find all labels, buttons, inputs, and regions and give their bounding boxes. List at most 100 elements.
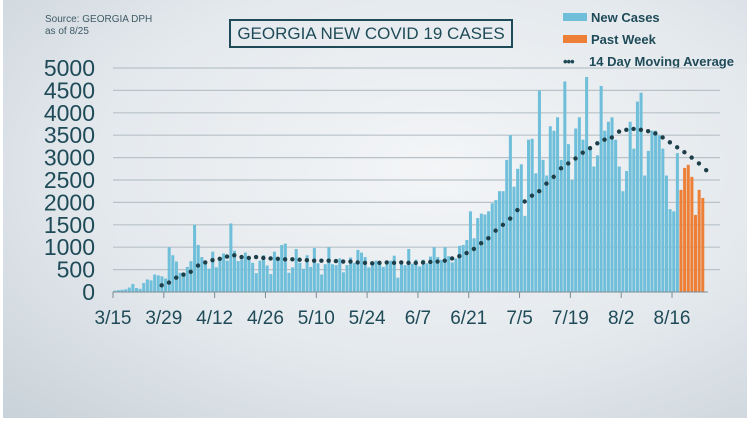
new-cases-bar [675,153,679,292]
y-tick-label: 3000 [44,145,95,171]
moving-average-point [268,256,273,261]
new-cases-bar [490,203,494,292]
new-cases-bar [432,247,436,292]
new-cases-bar [570,180,574,292]
legend-label: Past Week [591,31,656,47]
past-week-bar [679,189,683,292]
new-cases-bar [599,85,603,292]
new-cases-bar [545,175,549,292]
moving-average-point [355,260,360,265]
chart-title: GEORGIA NEW COVID 19 CASES [229,19,513,48]
new-cases-bar [385,262,389,292]
moving-average-point [261,255,266,261]
moving-average-point [428,259,433,265]
x-tick-label: 7/19 [552,308,589,329]
y-tick-label: 0 [82,279,95,305]
moving-average-point [689,155,694,160]
as-of-date: as of 8/25 [45,26,89,37]
moving-average-point [457,253,462,259]
moving-average-point [311,258,317,263]
moving-average-point [573,156,578,161]
new-cases-bar [465,240,469,292]
new-cases-bar [320,274,324,292]
moving-average-point [362,260,368,266]
moving-average-point [478,240,484,246]
new-cases-bar [497,191,502,292]
moving-average-point [297,257,302,262]
moving-average-point [181,272,186,277]
moving-average-point [660,135,665,140]
new-cases-bar [418,266,422,292]
new-cases-bar [196,244,200,292]
moving-average-point [203,260,208,265]
new-cases-bar [468,211,472,292]
moving-average-point [326,258,331,263]
new-cases-bar [472,238,476,292]
source-note: Source: GEORGIA DPH as of 8/25 [45,14,152,38]
new-cases-bar [287,272,291,292]
moving-average-point [500,222,506,227]
moving-average-point [537,189,542,194]
new-cases-bar [483,214,487,292]
new-cases-swatch [563,13,587,21]
x-tick-label: 4/26 [247,308,284,329]
new-cases-bar [182,274,186,292]
y-tick-label: 2000 [44,189,95,215]
moving-average-point [290,257,295,262]
new-cases-bar [312,248,316,292]
new-cases-bar [381,266,385,292]
new-cases-bar [265,265,269,292]
new-cases-bar [254,273,258,292]
moving-average-point [217,256,222,262]
new-cases-bar [541,159,545,292]
new-cases-bar [458,245,462,292]
new-cases-bar [479,213,483,292]
new-cases-bar [523,215,527,292]
new-cases-bar [298,262,302,292]
legend-past-week: Past Week [563,28,734,50]
y-tick-label: 4500 [44,77,95,103]
moving-average-point [166,280,172,285]
x-tick-label: 6/21 [450,308,487,329]
new-cases-bar [113,290,117,292]
moving-average-point [195,263,201,268]
moving-average-point [188,269,193,275]
new-cases-bar [559,159,563,292]
new-cases-bar [577,117,581,292]
moving-average-point [420,260,426,265]
new-cases-bar [134,287,139,292]
new-cases-bar [425,263,429,292]
new-cases-bar [203,261,207,292]
legend-label: New Cases [591,9,660,25]
moving-average-point [580,150,585,155]
legend-moving-average: ••• 14 Day Moving Average [563,50,734,72]
new-cases-bar [494,200,498,292]
moving-average-point [246,255,252,261]
past-week-bar [690,176,694,292]
new-cases-bar [606,121,610,292]
new-cases-bar [225,260,229,292]
new-cases-bar [236,261,240,292]
moving-average-point [566,161,571,166]
x-tick-label: 3/15 [95,308,132,329]
new-cases-bar [505,159,509,292]
moving-average-point [667,140,673,145]
y-tick-label: 1500 [44,212,95,238]
moving-average-point [486,236,491,241]
new-cases-bar [370,264,374,292]
new-cases-bar [592,166,596,292]
new-cases-bar [556,117,560,292]
new-cases-bar [131,283,135,292]
new-cases-bar [443,247,447,292]
x-tick-label: 5/24 [349,308,386,329]
new-cases-bar [218,257,222,292]
legend-new-cases: New Cases [563,6,734,28]
past-week-swatch [563,35,587,43]
new-cases-bar [436,257,440,292]
new-cases-bar [614,139,618,292]
new-cases-bar [530,138,534,292]
new-cases-bar [378,263,382,292]
moving-average-point [609,135,615,140]
moving-average-point [435,259,440,264]
new-cases-bar [595,155,600,292]
